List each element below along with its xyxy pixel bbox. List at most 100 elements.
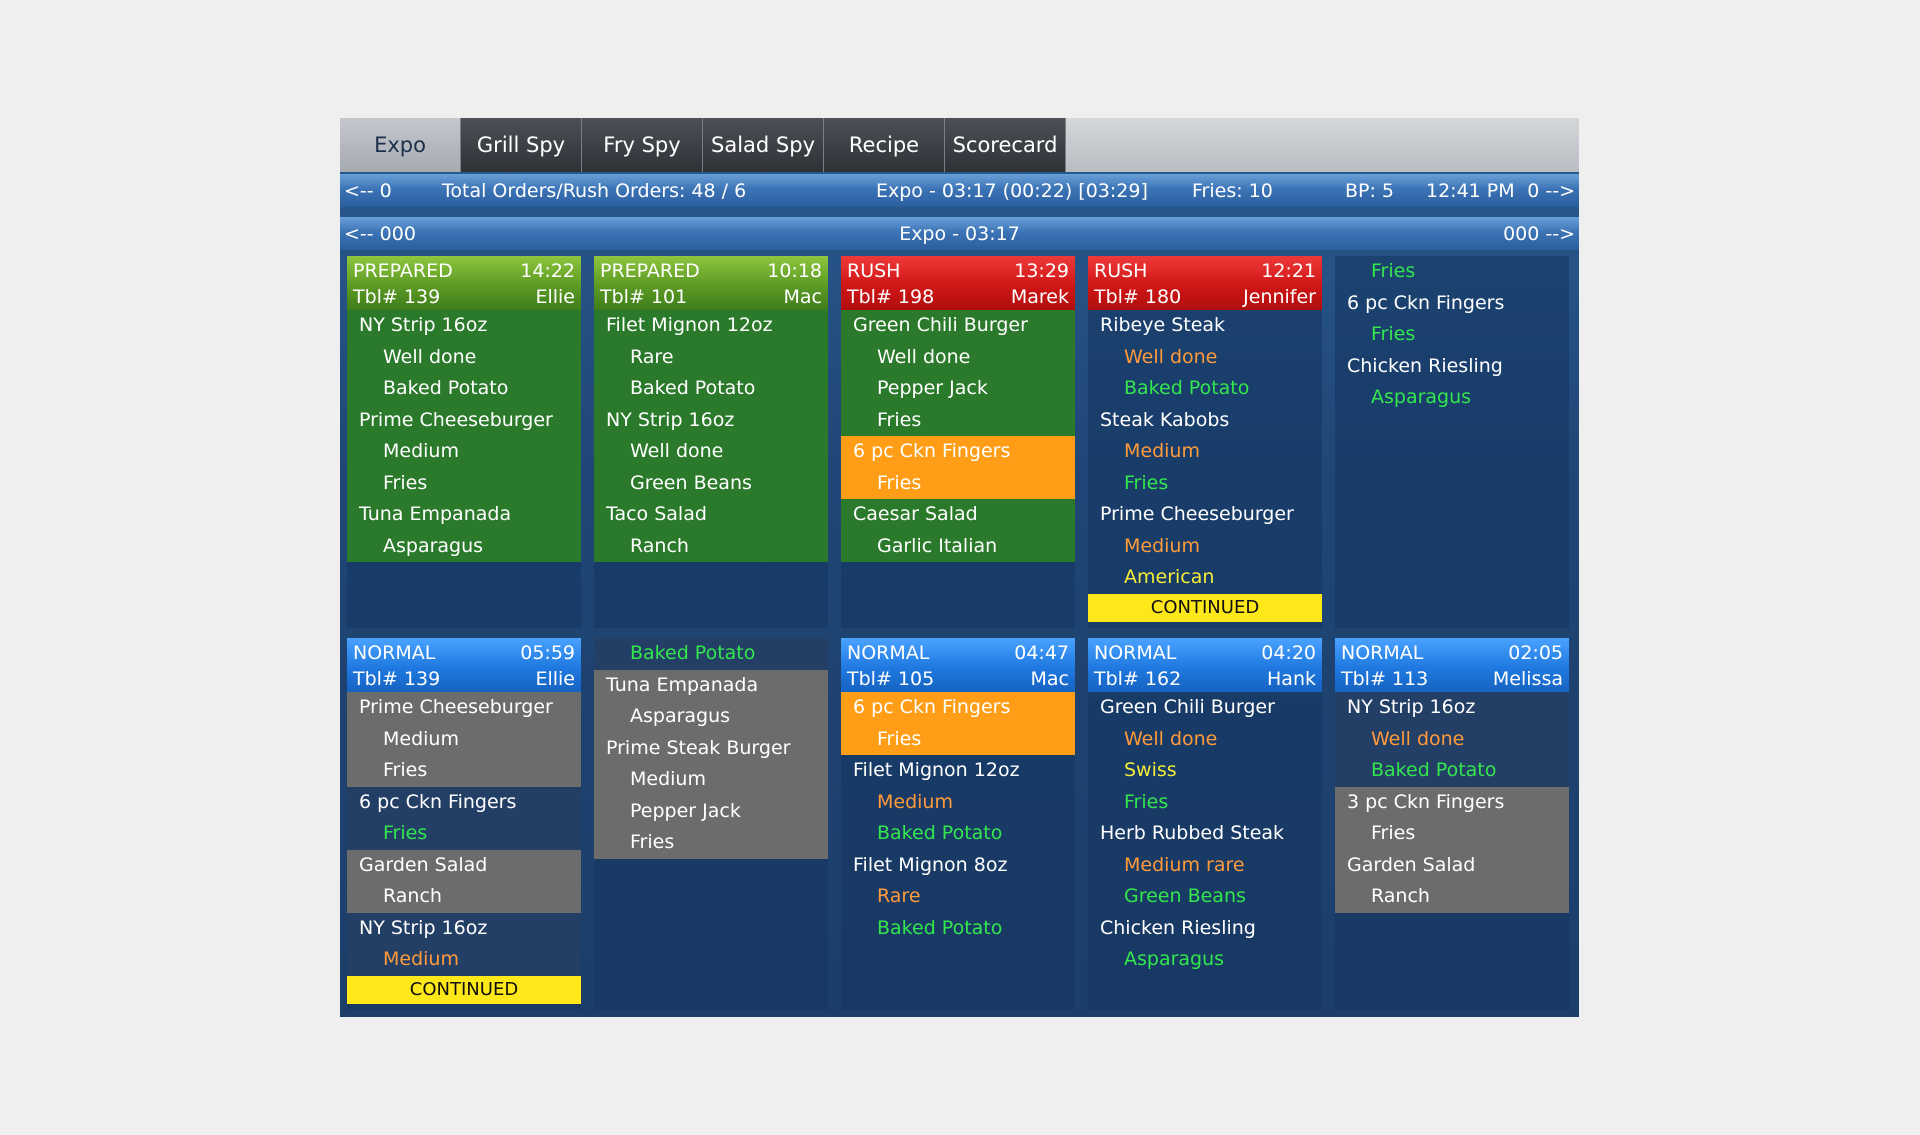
item-modifier: Fries xyxy=(347,467,581,499)
order-item: Filet Mignon 12oz xyxy=(853,759,1020,781)
order-item: NY Strip 16oz xyxy=(347,310,581,342)
order-status: NORMAL xyxy=(1094,642,1177,664)
order-item: NY Strip 16oz xyxy=(1335,692,1569,724)
item-modifier: Green Beans xyxy=(1124,885,1246,907)
server-name: Ellie xyxy=(535,668,575,690)
item-modifier: Pepper Jack xyxy=(594,795,828,827)
order-item: Prime Cheeseburger xyxy=(347,404,581,436)
table-number: Tbl# 105 xyxy=(847,668,935,690)
order-timer: 02:05 xyxy=(1508,642,1563,664)
item-modifier: Well done xyxy=(594,436,828,468)
item-modifier: Medium xyxy=(347,436,581,468)
order-card[interactable]: PREPARED 14:22 Tbl# 139 Ellie NY Strip 1… xyxy=(347,256,581,562)
order-timer: 13:29 xyxy=(1014,260,1069,282)
screen-prev-button[interactable]: <-- 000 xyxy=(344,222,416,245)
item-modifier: Baked Potato xyxy=(1124,377,1250,399)
table-number: Tbl# 162 xyxy=(1094,668,1182,690)
order-card[interactable]: NORMAL 04:20 Tbl# 162 Hank Green Chili B… xyxy=(1088,638,1322,976)
item-modifier: Baked Potato xyxy=(347,373,581,405)
item-modifier: Medium rare xyxy=(1124,853,1245,876)
order-header: NORMAL 05:59 Tbl# 139 Ellie xyxy=(347,638,581,692)
item-modifier: Baked Potato xyxy=(594,638,828,670)
order-status: NORMAL xyxy=(847,642,930,664)
order-card-continuation[interactable]: Baked Potato Tuna Empanada Asparagus Pri… xyxy=(594,638,828,859)
order-header: RUSH 13:29 Tbl# 198 Marek xyxy=(841,256,1075,310)
screen-title: Expo - 03:17 xyxy=(899,222,1020,245)
order-item: NY Strip 16oz xyxy=(347,912,581,944)
page-prev-button[interactable]: <-- 0 xyxy=(344,179,392,202)
order-timer: 10:18 xyxy=(767,260,822,282)
item-modifier: Baked Potato xyxy=(877,822,1003,844)
item-modifier: Medium xyxy=(877,790,953,813)
server-name: Mac xyxy=(783,286,822,308)
item-modifier: Fries xyxy=(594,827,828,859)
item-modifier: Baked Potato xyxy=(877,916,1003,939)
item-modifier: Medium xyxy=(1124,534,1200,557)
item-modifier: Rare xyxy=(594,341,828,373)
item-modifier: Fries xyxy=(347,755,581,787)
order-status: RUSH xyxy=(1094,260,1148,282)
kitchen-display-window: Expo Grill Spy Fry Spy Salad Spy Recipe … xyxy=(340,118,1579,1017)
order-totals: Total Orders/Rush Orders: 48 / 6 xyxy=(442,179,747,202)
item-modifier: Swiss xyxy=(1124,759,1177,781)
order-card-continuation[interactable]: Fries 6 pc Ckn Fingers Fries Chicken Rie… xyxy=(1335,256,1569,414)
item-modifier: Well done xyxy=(347,341,581,373)
tab-grill-spy[interactable]: Grill Spy xyxy=(461,118,582,172)
item-modifier: Ranch xyxy=(347,881,581,913)
tab-fry-spy[interactable]: Fry Spy xyxy=(582,118,703,172)
server-name: Hank xyxy=(1267,668,1316,690)
item-modifier: Asparagus xyxy=(594,701,828,733)
item-modifier: Fries xyxy=(1124,790,1169,813)
order-item: Caesar Salad xyxy=(841,499,1075,531)
order-item: Tuna Empanada xyxy=(347,499,581,531)
order-header: NORMAL 04:20 Tbl# 162 Hank xyxy=(1088,638,1322,692)
order-timer: 04:20 xyxy=(1261,642,1316,664)
order-status: NORMAL xyxy=(1341,642,1424,664)
order-timer: 04:47 xyxy=(1014,642,1069,664)
item-modifier: Fries xyxy=(1371,260,1416,282)
order-header: PREPARED 10:18 Tbl# 101 Mac xyxy=(594,256,828,310)
order-item: Green Chili Burger xyxy=(1100,696,1275,718)
order-card[interactable]: NORMAL 04:47 Tbl# 105 Mac 6 pc Ckn Finge… xyxy=(841,638,1075,944)
item-modifier: American xyxy=(1124,566,1215,588)
item-modifier: Medium xyxy=(1124,440,1200,462)
order-card[interactable]: NORMAL 02:05 Tbl# 113 Melissa NY Strip 1… xyxy=(1335,638,1569,913)
server-name: Mac xyxy=(1030,668,1069,690)
table-number: Tbl# 113 xyxy=(1341,668,1429,690)
tab-salad-spy[interactable]: Salad Spy xyxy=(703,118,824,172)
item-modifier: Well done xyxy=(841,341,1075,373)
order-item: Tuna Empanada xyxy=(594,669,828,701)
screen-next-button[interactable]: 000 --> xyxy=(1503,222,1575,245)
order-item: Ribeye Steak xyxy=(1100,314,1226,336)
status-bar-summary: <-- 0 Total Orders/Rush Orders: 48 / 6 E… xyxy=(340,174,1579,207)
order-status: PREPARED xyxy=(353,260,453,282)
item-modifier: Asparagus xyxy=(347,530,581,562)
order-card[interactable]: PREPARED 10:18 Tbl# 101 Mac Filet Mignon… xyxy=(594,256,828,562)
order-item: 6 pc Ckn Fingers xyxy=(347,786,581,818)
order-status: RUSH xyxy=(847,260,901,282)
tab-bar: Expo Grill Spy Fry Spy Salad Spy Recipe … xyxy=(340,118,1579,172)
order-item: Prime Cheeseburger xyxy=(1100,503,1294,525)
order-item: Filet Mignon 8oz xyxy=(853,853,1008,876)
order-card[interactable]: RUSH 12:21 Tbl# 180 Jennifer Ribeye Stea… xyxy=(1088,256,1322,622)
column-bg xyxy=(1088,256,1322,628)
item-modifier: Baked Potato xyxy=(594,373,828,405)
tab-scorecard[interactable]: Scorecard xyxy=(945,118,1066,172)
page-next-button[interactable]: 0 --> xyxy=(1527,179,1575,202)
server-name: Melissa xyxy=(1492,668,1563,690)
order-card[interactable]: NORMAL 05:59 Tbl# 139 Ellie Prime Cheese… xyxy=(347,638,581,1004)
continued-badge: CONTINUED xyxy=(1088,593,1322,622)
item-modifier: Medium xyxy=(347,944,581,976)
tab-recipe[interactable]: Recipe xyxy=(824,118,945,172)
order-item: NY Strip 16oz xyxy=(594,404,828,436)
item-modifier: Medium xyxy=(347,723,581,755)
table-number: Tbl# 180 xyxy=(1094,286,1182,308)
item-modifier: Fries xyxy=(841,467,1075,499)
tab-expo[interactable]: Expo xyxy=(340,118,461,172)
item-modifier: Asparagus xyxy=(1371,386,1472,408)
order-card[interactable]: RUSH 13:29 Tbl# 198 Marek Green Chili Bu… xyxy=(841,256,1075,562)
order-item: Garden Salad xyxy=(1335,849,1569,881)
order-timer: 14:22 xyxy=(520,260,575,282)
order-item: Steak Kabobs xyxy=(1100,408,1230,431)
item-modifier: Green Beans xyxy=(594,467,828,499)
